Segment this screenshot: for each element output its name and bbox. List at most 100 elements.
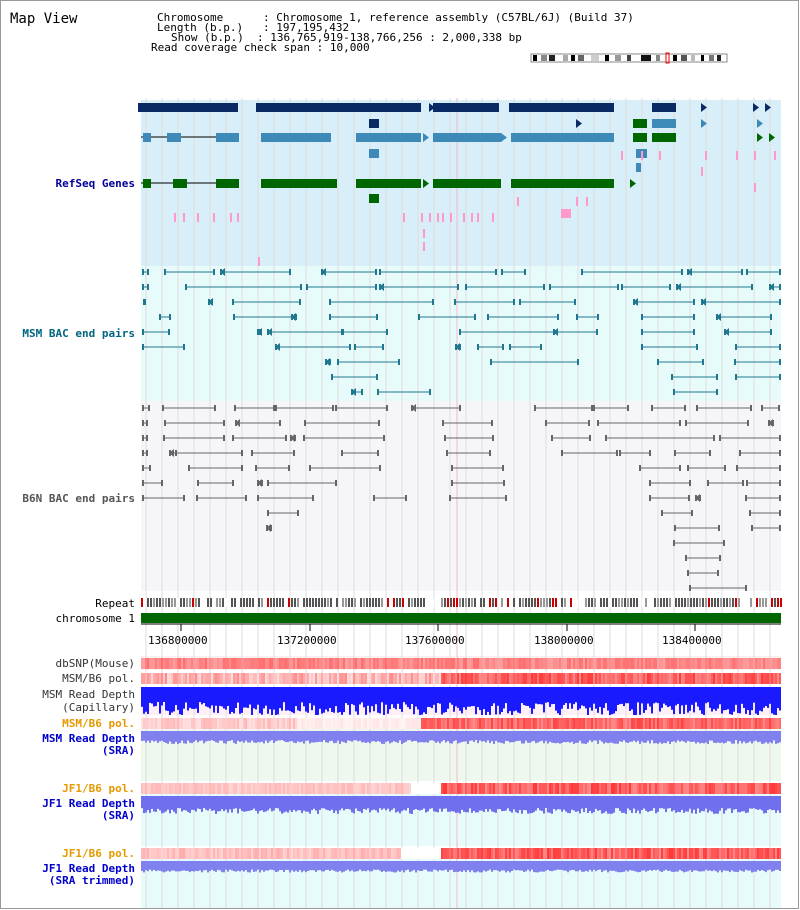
jf1-b6-pol-cell (243, 783, 245, 794)
b6n-bac-pair (673, 540, 725, 546)
msm-b6-pol-sra-cell (339, 718, 341, 729)
jf1-sra-depth-bar (657, 796, 659, 812)
jf1-trim-depth-bar (743, 861, 745, 872)
dbsnp-cell (627, 658, 629, 669)
jf1-b6-pol-cell (299, 783, 301, 794)
jf1-trim-depth-bar (705, 861, 707, 870)
dbsnp-cell (469, 658, 471, 669)
msm-bac-end (502, 344, 504, 350)
jf1-trim-depth-bar (273, 861, 275, 871)
jf1-b6-pol-trim-cell (689, 848, 691, 859)
msm-b6-pol-cell (529, 673, 531, 684)
jf1-b6-pol-trim-cell (321, 848, 323, 859)
msm-b6-pol-sra-cell (411, 718, 413, 729)
jf1-sra-depth-bar (595, 796, 597, 809)
repeat-feature (141, 598, 143, 607)
msm-sra-depth-bar (395, 731, 397, 743)
msm-cap-depth-bar (273, 687, 275, 710)
jf1-b6-pol-cell (511, 783, 513, 794)
repeat-feature (474, 598, 476, 607)
msm-sra-depth-bar (755, 731, 757, 741)
dbsnp-cell (175, 658, 177, 669)
gene-exon (433, 133, 501, 142)
msm-b6-pol-cell (615, 673, 617, 684)
msm-cap-depth-bar (151, 687, 153, 704)
msm-cap-depth-bar (517, 687, 519, 713)
msm-cap-depth-bar (237, 687, 239, 703)
jf1-sra-depth-bar (311, 796, 313, 811)
msm-b6-pol-cell (159, 673, 161, 684)
dbsnp-cell (755, 658, 757, 669)
msm-cap-depth-bar (711, 687, 713, 712)
repeat-feature (555, 598, 557, 607)
jf1-b6-pol-cell (753, 783, 755, 794)
msm-bac-pair (159, 314, 171, 320)
msm-sra-depth-bar (327, 731, 329, 743)
jf1-b6-pol-cell (707, 783, 709, 794)
jf1-trim-depth-bar (687, 861, 689, 872)
repeat-feature (711, 598, 713, 607)
jf1-b6-pol-cell (673, 783, 675, 794)
repeat-feature (612, 598, 614, 607)
jf1-sra-depth-bar (287, 796, 289, 813)
jf1-b6-pol-trim-cell (145, 848, 147, 859)
msm-sra-depth-bar (701, 731, 703, 743)
jf1-b6-pol-trim-cell (545, 848, 547, 859)
msm-b6-pol-cell (647, 673, 649, 684)
msm-sra-depth-bar (143, 731, 145, 741)
msm-b6-pol-cell (383, 673, 385, 684)
msm-cap-depth-bar (501, 687, 503, 713)
jf1-b6-pol-cell (755, 783, 757, 794)
refseq-genes-label[interactable]: RefSeq Genes (55, 177, 135, 190)
msm-bac-end (716, 389, 718, 395)
jf1-b6-pol-cell (187, 783, 189, 794)
jf1-trim-depth-bar (591, 861, 593, 872)
msm-sra-depth-bar (455, 731, 457, 741)
jf1-sra-depth-bar (267, 796, 269, 811)
msm-sra-depth-bar (639, 731, 641, 744)
msm-b6-pol-sra-cell (571, 718, 573, 729)
msm-b6-pol-cell (363, 673, 365, 684)
jf1-trim-depth-bar (569, 861, 571, 871)
msm-sra-depth-bar (149, 731, 151, 743)
jf1-trim-depth-bar (545, 861, 547, 871)
dbsnp-cell (633, 658, 635, 669)
msm-b6-pol-sra-cell (627, 718, 629, 729)
msm-b6-pol-cell (475, 673, 477, 684)
msm-cap-depth-bar (677, 687, 679, 704)
ideogram-band (605, 55, 609, 61)
msm-b6-pol-sra-cell (243, 718, 245, 729)
b6n-bac-label[interactable]: B6N BAC end pairs (22, 492, 135, 505)
msm-bac-label[interactable]: MSM BAC end pairs (22, 327, 135, 340)
jf1-sra-depth-bar (291, 796, 293, 812)
msm-sra-depth-bar (459, 731, 461, 743)
jf1-trim-depth-bar (253, 861, 255, 872)
jf1-sra-depth-bar (775, 796, 777, 813)
jf1-b6-pol-trim-cell (717, 848, 719, 859)
dbsnp-cell (233, 658, 235, 669)
msm-cap-depth-bar (585, 687, 587, 709)
msm-b6-pol-cell (735, 673, 737, 684)
msm-sra-depth-bar (437, 731, 439, 742)
jf1-sra-depth-bar (419, 796, 421, 811)
msm-bac-end (657, 359, 659, 365)
jf1-sra-depth-bar (209, 796, 211, 809)
dbsnp-cell (379, 658, 381, 669)
msm-sra-depth-bar (141, 731, 143, 742)
jf1-trim-depth-bar (543, 861, 545, 872)
msm-b6-pol-sra-cell (779, 718, 781, 729)
msm-b6-pol-sra-cell (321, 718, 323, 729)
jf1-b6-pol-trim-cell (213, 848, 215, 859)
msm-cap-depth-bar (429, 687, 431, 708)
msm-bac-pair (633, 298, 695, 306)
jf1-b6-pol-cell (309, 783, 311, 794)
jf1-sra-depth-bar (337, 796, 339, 814)
dbsnp-cell (473, 658, 475, 669)
jf1-sra-depth-bar (389, 796, 391, 812)
msm-b6-pol-cell (449, 673, 451, 684)
dbsnp-cell (429, 658, 431, 669)
jf1-b6-pol-cell (383, 783, 385, 794)
jf1-trim-depth-bar (765, 861, 767, 873)
gene-exon (633, 133, 647, 142)
